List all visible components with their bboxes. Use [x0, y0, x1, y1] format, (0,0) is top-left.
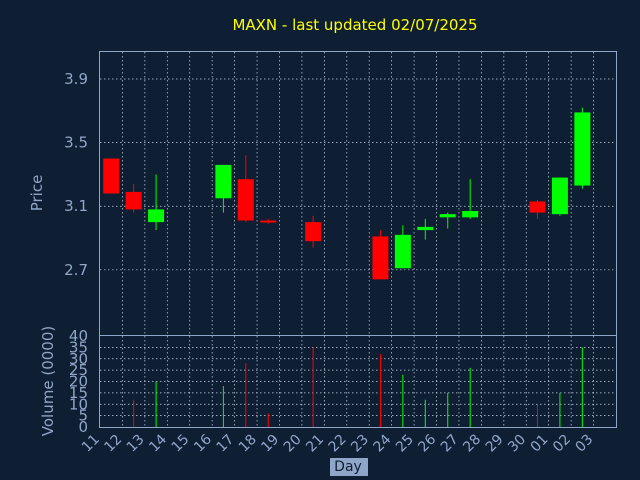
candle-body — [305, 222, 322, 242]
price-tick-label: 3.5 — [64, 134, 88, 152]
x-axis-label-box — [330, 458, 368, 476]
x-axis-label: Day — [334, 459, 362, 475]
volume-panel-frame — [99, 335, 617, 428]
candle-body — [372, 236, 389, 280]
chart-title: MAXN - last updated 02/07/2025 — [232, 16, 477, 34]
x-tick-label: 24 — [371, 431, 395, 455]
x-tick-label: 01 — [528, 432, 552, 456]
volume-tick-label: 5 — [78, 407, 88, 425]
x-tick-label: 12 — [101, 432, 125, 456]
candle-body — [215, 164, 232, 199]
volume-bars — [133, 347, 583, 427]
x-tick-label: 17 — [214, 432, 238, 456]
x-axis-ticks: 1112131415161718192021222324252627282930… — [79, 431, 596, 455]
x-tick-label: 28 — [460, 432, 484, 456]
x-tick-label: 19 — [258, 432, 282, 456]
x-tick-label: 25 — [393, 432, 417, 456]
x-tick-label: 26 — [415, 431, 439, 455]
candle-body — [574, 112, 591, 186]
candle-body — [462, 210, 479, 218]
candle-body — [260, 220, 277, 223]
price-panel-frame — [99, 51, 617, 336]
volume-tick-label: 0 — [78, 418, 88, 436]
price-tick-label: 3.9 — [64, 70, 88, 88]
volume-tick-label: 40 — [69, 327, 88, 345]
candle-body — [417, 226, 434, 231]
volume-tick-label: 25 — [69, 361, 88, 379]
price-candles — [103, 107, 591, 280]
candle-body — [529, 201, 546, 213]
volume-tick-label: 30 — [69, 350, 88, 368]
x-tick-label: 15 — [169, 432, 193, 456]
x-tick-label: 16 — [191, 431, 215, 455]
candle-body — [103, 158, 120, 194]
candle-body — [551, 177, 568, 215]
x-tick-label: 14 — [146, 431, 170, 455]
x-tick-label: 29 — [483, 432, 507, 456]
x-tick-label: 13 — [124, 432, 148, 456]
x-tick-label: 27 — [438, 432, 462, 456]
x-tick-label: 20 — [281, 432, 305, 456]
x-tick-label: 23 — [348, 432, 372, 456]
price-axis-label: Price — [28, 175, 46, 212]
candle-body — [237, 179, 254, 221]
candle-body — [125, 191, 142, 210]
price-gridlines — [100, 52, 616, 335]
volume-tick-label: 20 — [69, 373, 88, 391]
volume-tick-label: 10 — [69, 395, 88, 413]
candle-body — [439, 214, 456, 218]
candle-body — [148, 209, 165, 223]
x-tick-label: 18 — [236, 432, 260, 456]
x-tick-label: 03 — [572, 432, 596, 456]
volume-tick-label: 15 — [69, 384, 88, 402]
volume-axis-label: Volume (0000) — [39, 326, 57, 436]
price-tick-label: 2.7 — [64, 261, 88, 279]
x-tick-label: 21 — [303, 432, 327, 456]
x-tick-label: 22 — [326, 432, 350, 456]
x-tick-label: 30 — [505, 432, 529, 456]
volume-gridlines — [100, 336, 616, 427]
x-tick-label: 02 — [550, 432, 574, 456]
volume-tick-label: 35 — [69, 338, 88, 356]
candle-body — [394, 234, 411, 269]
price-y-ticks: 2.7 3.1 3.5 3.9 — [64, 70, 88, 279]
price-tick-label: 3.1 — [64, 197, 88, 215]
